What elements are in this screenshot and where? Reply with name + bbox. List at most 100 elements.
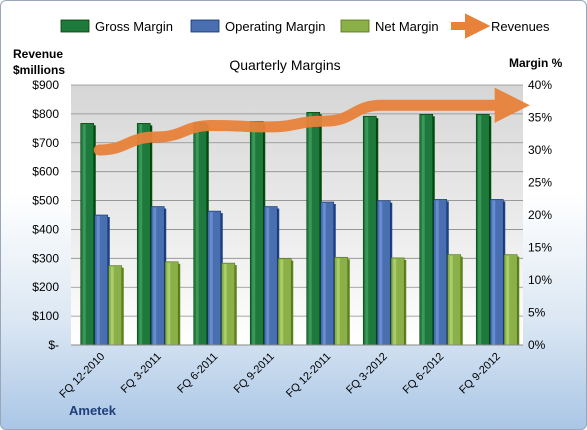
bar-highlight [336, 258, 340, 345]
bar-highlight [153, 207, 157, 345]
net-margin-bar [447, 254, 462, 346]
bar-highlight [393, 258, 397, 345]
operating-margin-bar [150, 206, 165, 346]
bar-highlight [492, 200, 496, 345]
bar-highlight [82, 124, 86, 345]
left-axis-title-line2: $millions [13, 63, 65, 77]
left-tick-label: $500 [32, 194, 59, 208]
bar-side [291, 260, 294, 345]
operating-margin-bar [263, 206, 278, 346]
category-label: FQ 12-2011 [284, 351, 333, 400]
right-tick-label: 30% [528, 143, 552, 157]
gross-margin-bar [136, 123, 151, 346]
bar-series [80, 112, 520, 346]
category-label: FQ 3-2012 [344, 351, 390, 397]
net-margin-bar [277, 258, 292, 346]
category-label: FQ 9-2011 [232, 351, 277, 396]
left-tick-label: $400 [32, 222, 59, 236]
bar-highlight [139, 124, 143, 345]
left-tick-label: $800 [32, 107, 59, 121]
footer-label: Ametek [69, 403, 117, 418]
net-margin-bar [503, 254, 518, 346]
bar-side [121, 267, 124, 345]
revenues-line-path [93, 87, 530, 156]
bar-highlight [195, 123, 199, 345]
right-tick-label: 0% [528, 338, 546, 352]
left-axis-title-line1: Revenue [13, 47, 63, 61]
category-label: FQ 9-2012 [457, 351, 503, 397]
legend: Gross Margin Operating Margin Net Margin Re… [60, 13, 550, 39]
bar-side [517, 256, 520, 345]
operating-margin-bar [320, 201, 335, 346]
legend-swatch-net-margin [340, 19, 370, 33]
right-axis-ticks: 0% 5% 10% 15% 20% 25% 30% 35% 40% [528, 78, 552, 352]
legend-label: Net Margin [375, 19, 439, 34]
gross-margin-bar [306, 112, 321, 346]
bar-highlight [266, 207, 270, 345]
bar-highlight [96, 216, 100, 345]
category-labels: FQ 12-2010 FQ 3-2011 FQ 6-2011 FQ 9-2011 FQ … [57, 351, 502, 401]
gross-margin-bar [475, 113, 490, 346]
bar-highlight [280, 259, 284, 345]
left-tick-label: $- [48, 338, 59, 352]
category-label: FQ 6-2012 [401, 351, 447, 397]
bar-side [347, 259, 350, 345]
operating-margin-bar [433, 199, 448, 346]
legend-label: Revenues [491, 19, 550, 34]
left-tick-label: $600 [32, 165, 59, 179]
net-margin-bar [390, 257, 405, 346]
bar-highlight [365, 117, 369, 345]
operating-margin-bar [94, 214, 109, 346]
left-tick-label: $300 [32, 251, 59, 265]
left-axis-ticks: $- $100 $200 $300 $400 $500 $600 $700 $800 $900 [32, 78, 59, 352]
gross-margin-bar [249, 121, 264, 346]
bar-highlight [110, 266, 114, 345]
gross-margin-bar [193, 122, 208, 346]
operating-margin-bar [376, 200, 391, 346]
gross-margin-bar [419, 113, 434, 346]
bar-highlight [506, 255, 510, 345]
bar-side [234, 265, 237, 345]
category-label: FQ 12-2010 [57, 351, 107, 401]
left-tick-label: $200 [32, 280, 59, 294]
revenue-line [93, 87, 530, 156]
bar-highlight [421, 115, 425, 345]
right-tick-label: 20% [528, 208, 552, 222]
gross-margin-bar [362, 115, 377, 346]
left-tick-label: $900 [32, 78, 59, 92]
gross-margin-bar [80, 123, 95, 346]
right-tick-label: 10% [528, 273, 552, 287]
bar-highlight [478, 115, 482, 345]
right-tick-label: 25% [528, 176, 552, 190]
net-margin-bar [164, 261, 179, 346]
net-margin-bar [108, 265, 123, 346]
legend-swatch-operating-margin [190, 19, 220, 33]
right-tick-label: 35% [528, 111, 552, 125]
right-tick-label: 15% [528, 241, 552, 255]
bar-highlight [435, 200, 439, 345]
legend-label: Operating Margin [225, 19, 325, 34]
bar-highlight [449, 255, 453, 345]
bar-highlight [252, 122, 256, 346]
right-tick-label: 5% [528, 306, 546, 320]
operating-margin-bar [207, 210, 222, 346]
bar-side [404, 259, 407, 345]
right-tick-label: 40% [528, 78, 552, 92]
bar-side [178, 263, 181, 345]
category-label: FQ 3-2011 [119, 351, 164, 396]
bar-highlight [223, 264, 227, 345]
left-tick-label: $700 [32, 136, 59, 150]
legend-swatch-gross-margin [60, 19, 90, 33]
bar-side [460, 256, 463, 345]
bar-highlight [167, 262, 171, 345]
bar-highlight [379, 201, 383, 345]
left-tick-label: $100 [32, 309, 59, 323]
net-margin-bar [221, 262, 236, 346]
bar-highlight [322, 203, 326, 345]
legend-label: Gross Margin [95, 19, 173, 34]
operating-margin-bar [489, 199, 504, 346]
bar-highlight [209, 212, 213, 345]
bar-highlight [308, 113, 312, 345]
